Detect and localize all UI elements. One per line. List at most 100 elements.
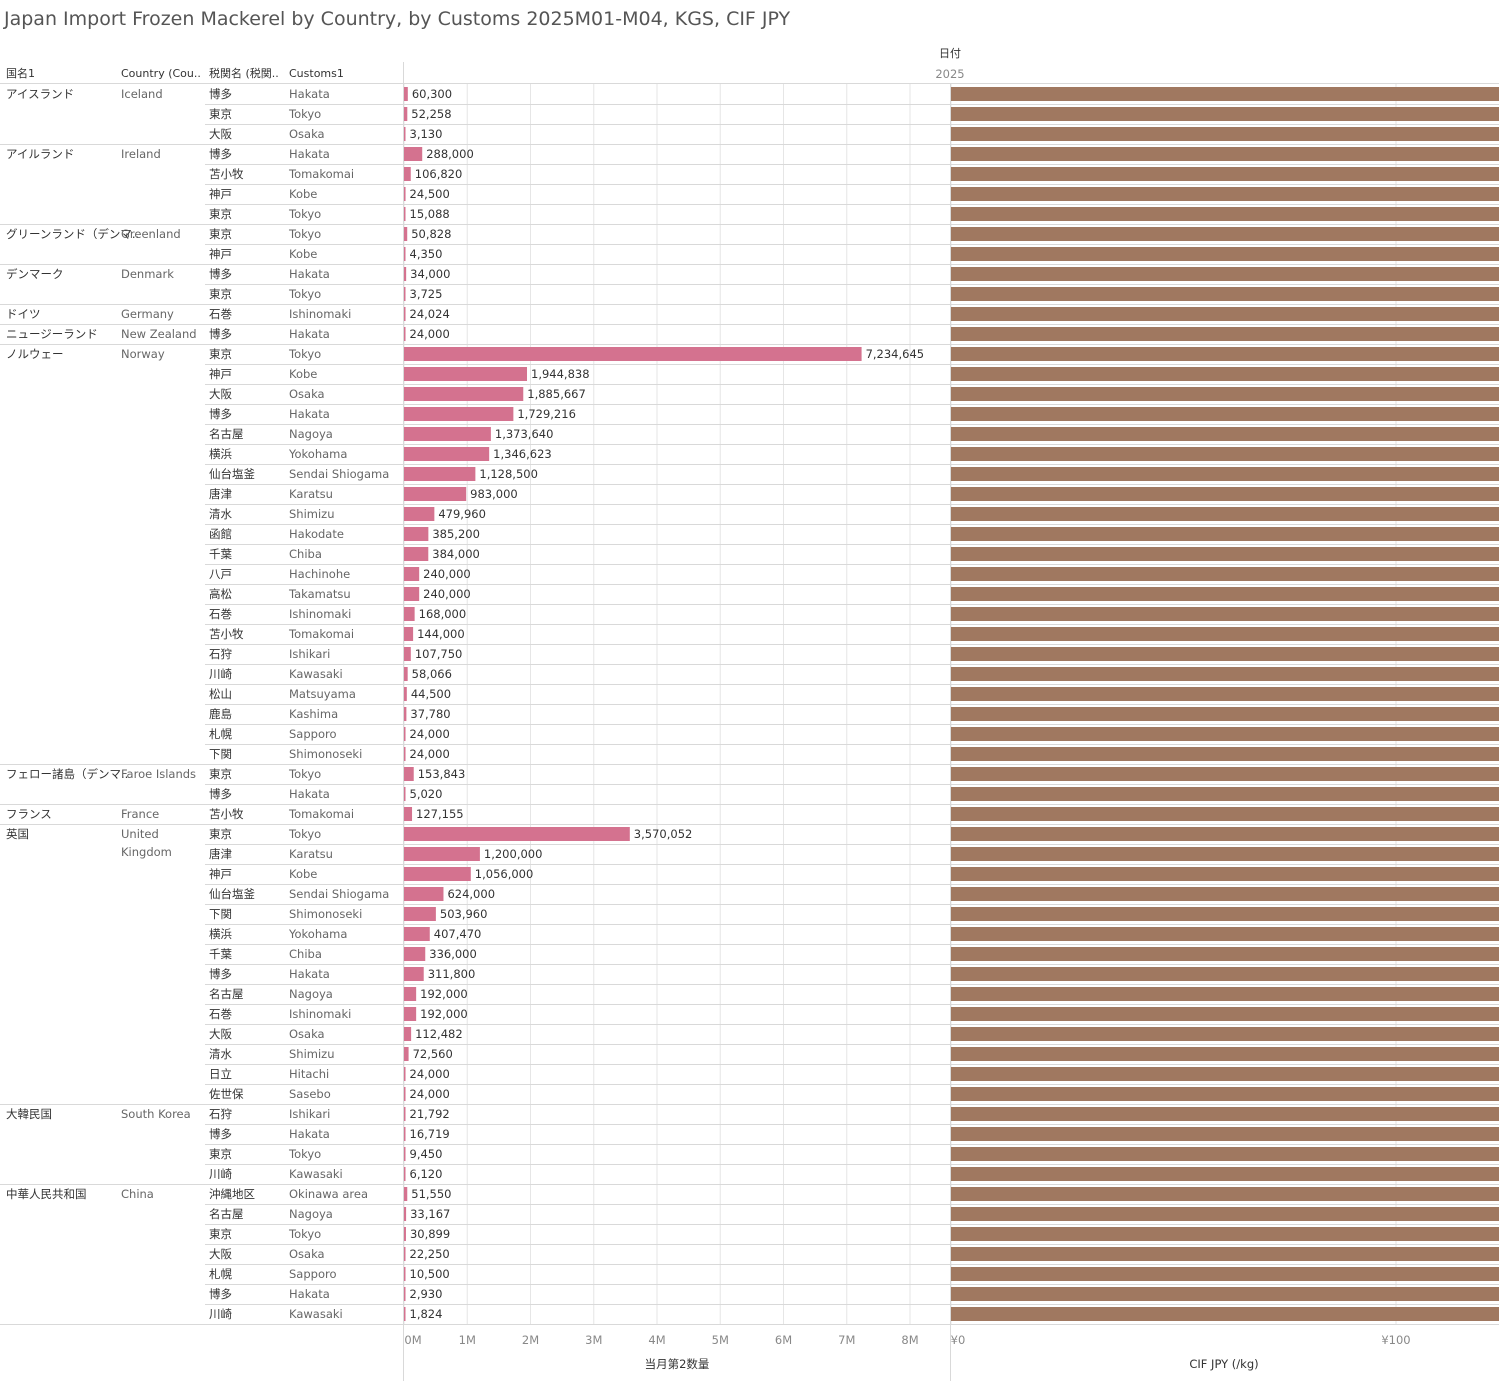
customs-en-label: Sapporo <box>289 727 337 741</box>
qty-bar <box>404 687 407 701</box>
customs-jp-label: 川崎 <box>209 1307 232 1321</box>
customs-jp-label: 名古屋 <box>209 987 244 1001</box>
qty-value-label: 30,899 <box>410 1227 450 1241</box>
price-bar <box>951 1287 1499 1301</box>
customs-en-label: Ishikari <box>289 647 330 661</box>
price-bar <box>951 1227 1499 1241</box>
customs-en-label: Tokyo <box>288 287 321 301</box>
price-bar <box>951 887 1499 901</box>
price-bar <box>951 1207 1499 1221</box>
qty-tick-label: 8M <box>901 1333 918 1347</box>
price-bar <box>951 487 1499 501</box>
qty-bar <box>404 127 406 141</box>
qty-bar <box>404 627 414 641</box>
customs-en-label: Hakata <box>289 1127 330 1141</box>
customs-jp-label: 川崎 <box>209 1167 232 1181</box>
qty-bar <box>404 447 490 461</box>
country-jp-label: アイスランド <box>6 87 74 101</box>
customs-jp-label: 東京 <box>209 227 232 241</box>
qty-bar <box>404 1267 406 1281</box>
qty-bar <box>404 1187 408 1201</box>
customs-jp-label: 札幌 <box>209 727 232 741</box>
customs-en-label: Kobe <box>289 867 317 881</box>
country-jp-label: アイルランド <box>6 147 74 161</box>
qty-value-label: 52,258 <box>411 107 451 121</box>
price-bar <box>951 207 1499 221</box>
customs-en-label: Takamatsu <box>288 587 351 601</box>
qty-value-label: 1,944,838 <box>531 367 590 381</box>
customs-jp-label: 神戸 <box>209 247 232 261</box>
customs-jp-label: 鹿島 <box>209 707 232 721</box>
qty-value-label: 1,885,667 <box>527 387 586 401</box>
country-en-label: Iceland <box>121 87 163 101</box>
qty-value-label: 1,373,640 <box>495 427 554 441</box>
price-bar <box>951 607 1499 621</box>
qty-bar <box>404 467 476 481</box>
qty-value-label: 192,000 <box>420 987 468 1001</box>
qty-value-label: 44,500 <box>411 687 451 701</box>
price-bar <box>951 1267 1499 1281</box>
customs-jp-label: 札幌 <box>209 1267 232 1281</box>
customs-jp-label: 下関 <box>209 747 232 761</box>
price-bar <box>951 1067 1499 1081</box>
chart-title: Japan Import Frozen Mackerel by Country,… <box>4 8 791 30</box>
price-bar <box>951 807 1499 821</box>
customs-jp-label: 東京 <box>209 1227 232 1241</box>
price-bar <box>951 1087 1499 1101</box>
qty-value-label: 1,346,623 <box>493 447 552 461</box>
country-jp-label: 中華人民共和国 <box>6 1187 87 1201</box>
qty-value-label: 50,828 <box>411 227 451 241</box>
price-bar <box>951 527 1499 541</box>
customs-en-label: Sasebo <box>289 1087 331 1101</box>
customs-en-label: Tokyo <box>288 107 321 121</box>
qty-value-label: 112,482 <box>415 1027 463 1041</box>
customs-jp-label: 東京 <box>209 1147 232 1161</box>
price-bar <box>951 467 1499 481</box>
customs-jp-label: 石狩 <box>209 647 232 661</box>
qty-value-label: 6,120 <box>410 1167 443 1181</box>
price-bar <box>951 767 1499 781</box>
price-bar <box>951 347 1499 361</box>
customs-jp-label: 苫小牧 <box>209 167 244 181</box>
country-en-label: China <box>121 1187 154 1201</box>
customs-jp-label: 清水 <box>209 1047 232 1061</box>
customs-jp-label: 博多 <box>209 1287 232 1301</box>
qty-value-label: 34,000 <box>410 267 450 281</box>
header-country-jp: 国名1 <box>6 66 35 80</box>
price-bar <box>951 1127 1499 1141</box>
qty-bar <box>404 227 408 241</box>
qty-value-label: 72,560 <box>413 1047 453 1061</box>
qty-value-label: 503,960 <box>440 907 488 921</box>
qty-value-label: 10,500 <box>410 1267 450 1281</box>
customs-en-label: Shimizu <box>289 1047 335 1061</box>
price-bar <box>951 1147 1499 1161</box>
qty-value-label: 1,128,500 <box>479 467 538 481</box>
qty-bar <box>404 1167 406 1181</box>
price-bar <box>951 587 1499 601</box>
customs-jp-label: 大阪 <box>209 127 232 141</box>
qty-bar <box>404 547 429 561</box>
customs-en-label: Tomakomai <box>288 807 354 821</box>
customs-en-label: Hakata <box>289 87 330 101</box>
qty-tick-label: 1M <box>459 1333 476 1347</box>
price-bar <box>951 1027 1499 1041</box>
customs-en-label: Kobe <box>289 247 317 261</box>
customs-jp-label: 石巻 <box>209 307 232 321</box>
customs-en-label: Hakata <box>289 147 330 161</box>
qty-value-label: 1,824 <box>410 1307 443 1321</box>
customs-jp-label: 東京 <box>209 287 232 301</box>
country-en-label: South Korea <box>121 1107 191 1121</box>
customs-en-label: Hakata <box>289 327 330 341</box>
country-en-label: Faroe Islands <box>121 767 196 781</box>
customs-en-label: Hakata <box>289 267 330 281</box>
qty-value-label: 107,750 <box>415 647 463 661</box>
customs-en-label: Tokyo <box>288 227 321 241</box>
qty-bar <box>404 507 435 521</box>
qty-bar <box>404 1227 406 1241</box>
customs-en-label: Tokyo <box>288 767 321 781</box>
qty-value-label: 384,000 <box>432 547 480 561</box>
customs-en-label: Ishinomaki <box>289 307 351 321</box>
customs-en-label: Hakata <box>289 1287 330 1301</box>
customs-en-label: Sendai Shiogama <box>289 887 389 901</box>
